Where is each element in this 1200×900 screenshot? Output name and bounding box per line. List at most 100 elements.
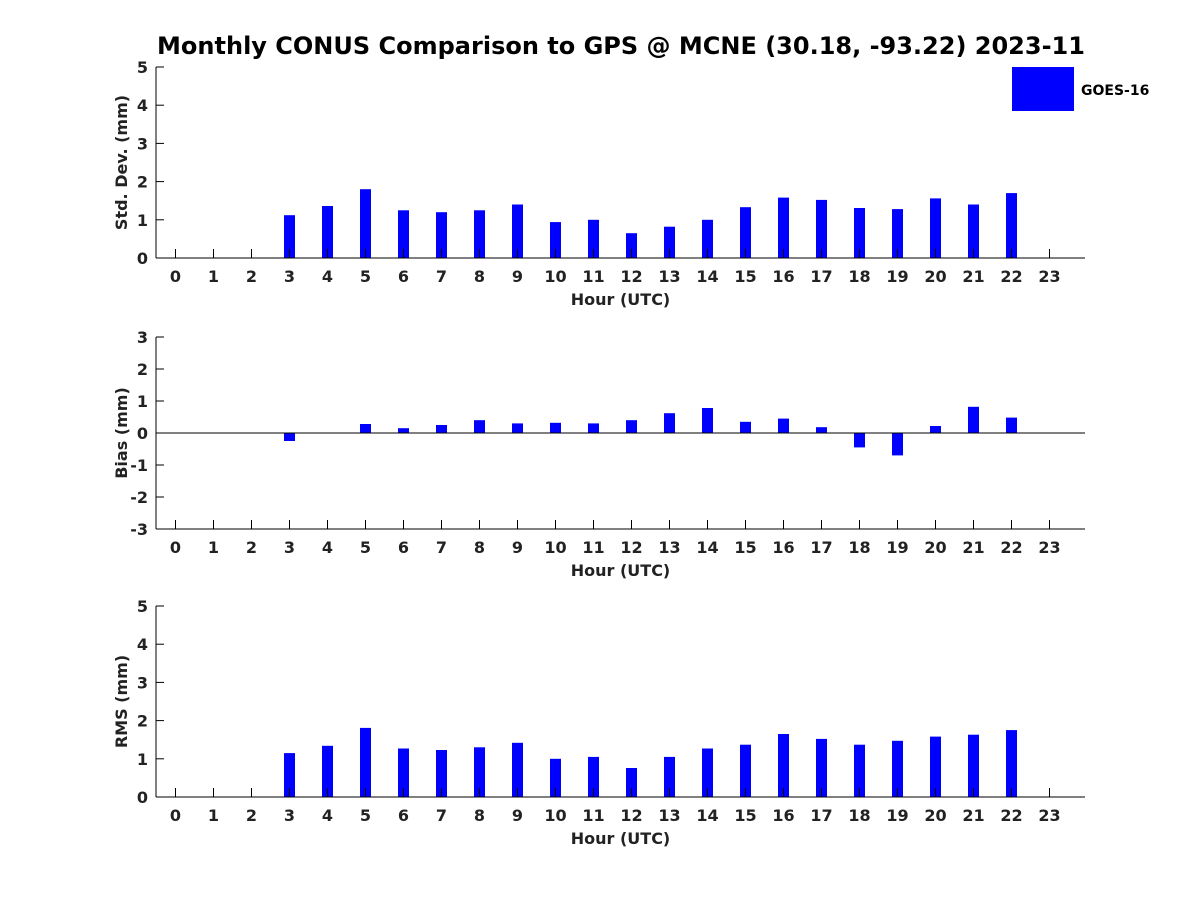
rms-x-tick-label: 4 [322, 806, 333, 825]
legend: GOES-16 [1012, 67, 1149, 111]
std-dev-bar-hour-20 [930, 198, 941, 258]
std-dev-x-tick-label: 12 [620, 267, 642, 286]
std-dev-x-tick-label: 20 [924, 267, 946, 286]
rms-bar-hour-8 [474, 747, 485, 797]
rms-bar-hour-19 [892, 740, 903, 797]
std-dev-x-tick-label: 10 [544, 267, 566, 286]
bias-x-tick-label: 19 [886, 538, 908, 557]
std-dev-bar-hour-12 [626, 233, 637, 258]
std-dev-bar-hour-19 [892, 209, 903, 258]
figure-title: Monthly CONUS Comparison to GPS @ MCNE (… [157, 32, 1085, 60]
rms-x-tick-label: 1 [208, 806, 219, 825]
bias-x-tick-label: 9 [512, 538, 523, 557]
std-dev-y-tick-label: 4 [137, 96, 148, 115]
rms-x-tick-label: 15 [734, 806, 756, 825]
std-dev-x-tick-label: 4 [322, 267, 333, 286]
bias-x-tick-label: 2 [246, 538, 257, 557]
rms-x-tick-label: 14 [696, 806, 718, 825]
bias-x-axis-title: Hour (UTC) [571, 561, 671, 580]
std-dev-x-tick-label: 14 [696, 267, 718, 286]
bias-bar-hour-13 [664, 413, 675, 433]
rms-y-tick-label: 3 [137, 673, 148, 692]
std-dev-bar-hour-3 [284, 215, 295, 258]
std-dev-bar-hour-14 [702, 219, 713, 258]
bias-bar-hour-10 [550, 422, 561, 433]
bias-bar-hour-3 [284, 433, 295, 441]
bias-bar-hour-12 [626, 420, 637, 433]
std-dev-y-tick-label: 5 [137, 58, 148, 77]
rms-x-tick-label: 23 [1038, 806, 1060, 825]
std-dev-x-tick-label: 2 [246, 267, 257, 286]
bias-x-tick-label: 4 [322, 538, 333, 557]
rms-x-tick-label: 6 [398, 806, 409, 825]
bias-bar-hour-11 [588, 423, 599, 433]
bias-x-tick-label: 10 [544, 538, 566, 557]
bias-bar-hour-8 [474, 420, 485, 433]
rms-x-tick-label: 12 [620, 806, 642, 825]
rms-x-tick-label: 8 [474, 806, 485, 825]
bias-bar-hour-21 [968, 406, 979, 433]
rms-x-tick-label: 11 [582, 806, 604, 825]
std-dev-bar-hour-6 [398, 210, 409, 259]
rms-x-tick-label: 5 [360, 806, 371, 825]
bias-y-tick-label: 0 [137, 424, 148, 443]
rms-x-tick-label: 19 [886, 806, 908, 825]
std-dev-bar-hour-18 [854, 208, 865, 258]
bias-x-tick-label: 1 [208, 538, 219, 557]
std-dev-y-axis-title: Std. Dev. (mm) [112, 95, 131, 230]
bias-y-tick-label: 2 [137, 360, 148, 379]
bias-bar-hour-7 [436, 425, 447, 433]
bias-x-tick-label: 7 [436, 538, 447, 557]
rms-x-tick-label: 21 [962, 806, 984, 825]
bias-x-tick-label: 0 [170, 538, 181, 557]
bias-bar-hour-19 [892, 433, 903, 456]
bias-bar-hour-17 [816, 427, 827, 433]
rms-bar-hour-4 [322, 745, 333, 797]
bias-x-tick-label: 8 [474, 538, 485, 557]
rms-x-tick-label: 9 [512, 806, 523, 825]
bias-bar-hour-18 [854, 433, 865, 448]
rms-bar-hour-17 [816, 738, 827, 797]
std-dev-bar-hour-10 [550, 222, 561, 258]
bias-x-tick-label: 13 [658, 538, 680, 557]
bias-y-tick-label: 3 [137, 328, 148, 347]
std-dev-x-tick-label: 3 [284, 267, 295, 286]
bias-x-tick-label: 23 [1038, 538, 1060, 557]
rms-bar-hour-22 [1006, 730, 1017, 797]
bias-bar-hour-14 [702, 408, 713, 433]
std-dev-y-tick-label: 1 [137, 211, 148, 230]
rms-x-tick-label: 16 [772, 806, 794, 825]
std-dev-bar-hour-11 [588, 219, 599, 258]
std-dev-bar-hour-22 [1006, 193, 1017, 258]
std-dev-x-tick-label: 17 [810, 267, 832, 286]
rms-bar-hour-6 [398, 748, 409, 797]
bias-x-tick-label: 21 [962, 538, 984, 557]
legend-label: GOES-16 [1081, 83, 1149, 99]
rms-bar-hour-21 [968, 734, 979, 797]
std-dev-x-tick-label: 19 [886, 267, 908, 286]
rms-x-tick-label: 7 [436, 806, 447, 825]
std-dev-x-tick-label: 1 [208, 267, 219, 286]
bias-y-tick-label: -2 [130, 488, 148, 507]
bias-bar-hour-6 [398, 428, 409, 433]
std-dev-x-tick-label: 13 [658, 267, 680, 286]
std-dev-y-tick-label: 0 [137, 249, 148, 268]
std-dev-bar-hour-17 [816, 199, 827, 258]
rms-bar-hour-9 [512, 742, 523, 797]
rms-bar-hour-7 [436, 750, 447, 797]
bias-bar-hour-20 [930, 426, 941, 433]
std-dev-bar-hour-4 [322, 206, 333, 258]
std-dev-x-tick-label: 21 [962, 267, 984, 286]
rms-bar-hour-11 [588, 756, 599, 797]
bias-x-tick-label: 16 [772, 538, 794, 557]
rms-x-tick-label: 0 [170, 806, 181, 825]
std-dev-y-tick-label: 3 [137, 134, 148, 153]
std-dev-bar-hour-8 [474, 210, 485, 259]
bias-x-tick-label: 11 [582, 538, 604, 557]
legend-swatch [1012, 67, 1074, 111]
std-dev-x-tick-label: 5 [360, 267, 371, 286]
bias-x-tick-label: 5 [360, 538, 371, 557]
